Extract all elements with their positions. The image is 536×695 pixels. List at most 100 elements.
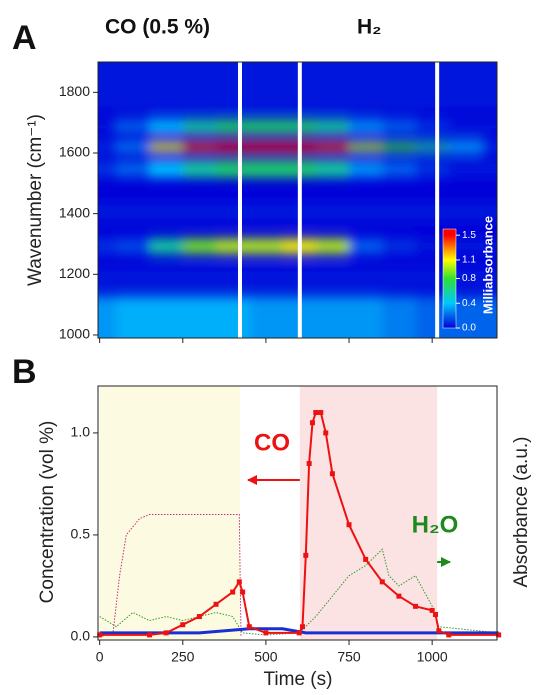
heatmap-cell xyxy=(415,160,450,178)
colorbar-tick-label: 0.4 xyxy=(462,298,476,309)
marker xyxy=(240,589,246,595)
x-tick-label: 500 xyxy=(254,649,278,665)
heatmap-cell xyxy=(216,62,250,111)
y-tick-label: 1000 xyxy=(59,326,90,342)
heatmap-cell xyxy=(315,142,350,152)
heatmap-cell xyxy=(216,201,250,222)
heatmap-cell xyxy=(98,119,117,134)
heatmap-cell xyxy=(116,201,151,222)
heatmap-cell xyxy=(98,62,117,111)
heatmap-cell xyxy=(448,238,483,254)
heatmap-cell xyxy=(249,142,284,152)
colorbar-tick-label: 0.0 xyxy=(462,323,476,334)
annotation: CO (0.5 %) xyxy=(105,16,210,39)
heatmap-cell xyxy=(482,267,497,285)
plot-frame xyxy=(97,385,498,641)
heatmap-cell xyxy=(182,142,217,152)
heatmap-cell xyxy=(382,267,417,285)
heatmap-cell xyxy=(182,238,217,254)
heatmap-cell xyxy=(482,295,497,338)
heatmap-cell xyxy=(382,160,417,178)
marker xyxy=(196,614,202,620)
heatmap-cell xyxy=(116,142,151,152)
marker xyxy=(318,410,324,416)
heatmap-cell xyxy=(415,267,450,285)
heatmap-cell xyxy=(249,62,284,111)
marker xyxy=(147,632,153,638)
heatmap-cell xyxy=(448,201,483,222)
heatmap-cell xyxy=(116,267,151,285)
heatmap-cell xyxy=(415,142,450,152)
marker xyxy=(379,579,385,585)
heatmap-cell xyxy=(482,62,497,111)
heatmap-cell xyxy=(349,62,383,111)
heatmap-cell xyxy=(382,295,417,338)
heatmap-cell xyxy=(415,62,450,111)
marker xyxy=(396,593,402,599)
heatmap-cell xyxy=(116,160,151,178)
y-tick-label: 1200 xyxy=(59,265,90,281)
x-tick-label: 1000 xyxy=(417,649,448,665)
heatmap-cell xyxy=(216,295,250,338)
y-axis-label: Wavenumber (cm⁻¹) xyxy=(25,114,46,286)
heatmap-cell xyxy=(182,201,217,222)
marker xyxy=(346,522,352,528)
y-tick-label: 0.5 xyxy=(71,526,91,542)
x-tick-label: 0 xyxy=(96,649,104,665)
y-tick-label: 0.0 xyxy=(71,628,91,644)
y-tick-label: 1.0 xyxy=(71,424,91,440)
colorbar-tick-label: 1.5 xyxy=(462,230,476,241)
heatmap-cell xyxy=(182,62,217,111)
series-line xyxy=(99,514,242,638)
heatmap-cell xyxy=(116,295,151,338)
heatmap-cell xyxy=(249,119,284,134)
marker xyxy=(313,410,319,416)
marker xyxy=(263,630,269,636)
heatmap-cell xyxy=(349,295,383,338)
heatmap-cell xyxy=(249,295,284,338)
heatmap-cell xyxy=(149,142,184,152)
heatmap-cell xyxy=(149,295,184,338)
heatmap-cell xyxy=(315,119,350,134)
heatmap-cell xyxy=(315,201,350,222)
heatmap-cell xyxy=(182,267,217,285)
marker xyxy=(296,630,302,636)
heatmap-cell xyxy=(116,119,151,134)
heatmap-cell xyxy=(182,295,217,338)
marker xyxy=(303,552,309,558)
heatmap-cell xyxy=(315,62,350,111)
marker xyxy=(180,622,186,628)
heatmap-cell xyxy=(216,119,250,134)
colorbar-label: Milliabsorbance xyxy=(480,216,495,314)
heatmap-cell xyxy=(249,160,284,178)
heatmap-cell xyxy=(249,267,284,285)
marker xyxy=(323,430,329,436)
marker xyxy=(429,607,435,613)
marker xyxy=(436,628,442,634)
marker xyxy=(413,603,419,609)
annotation: H₂ xyxy=(357,16,382,39)
colorbar-tick-label: 1.1 xyxy=(462,255,476,266)
heatmap-cell xyxy=(315,295,350,338)
heatmap-cell xyxy=(415,119,450,134)
marker xyxy=(97,632,103,638)
heatmap-cell xyxy=(149,160,184,178)
heatmap-cell xyxy=(448,62,483,111)
heatmap-cell xyxy=(448,267,483,285)
heatmap-cell xyxy=(382,238,417,254)
y2-axis-label: Absorbance (a.u.) xyxy=(511,436,532,587)
heatmap-cell xyxy=(448,119,483,134)
heatmap-cell xyxy=(448,142,483,152)
heatmap-cell xyxy=(482,238,497,254)
heatmap-cell xyxy=(349,201,383,222)
x-tick-label: 250 xyxy=(171,649,195,665)
heatmap-cell xyxy=(149,267,184,285)
y-axis-label: Concentration (vol %) xyxy=(37,421,58,604)
marker xyxy=(236,579,242,585)
heatmap-cell xyxy=(382,119,417,134)
heatmap-cell xyxy=(482,142,497,152)
colorbar-tick-label: 0.8 xyxy=(462,273,476,284)
y-tick-label: 1600 xyxy=(59,144,90,160)
heatmap-cell xyxy=(182,160,217,178)
